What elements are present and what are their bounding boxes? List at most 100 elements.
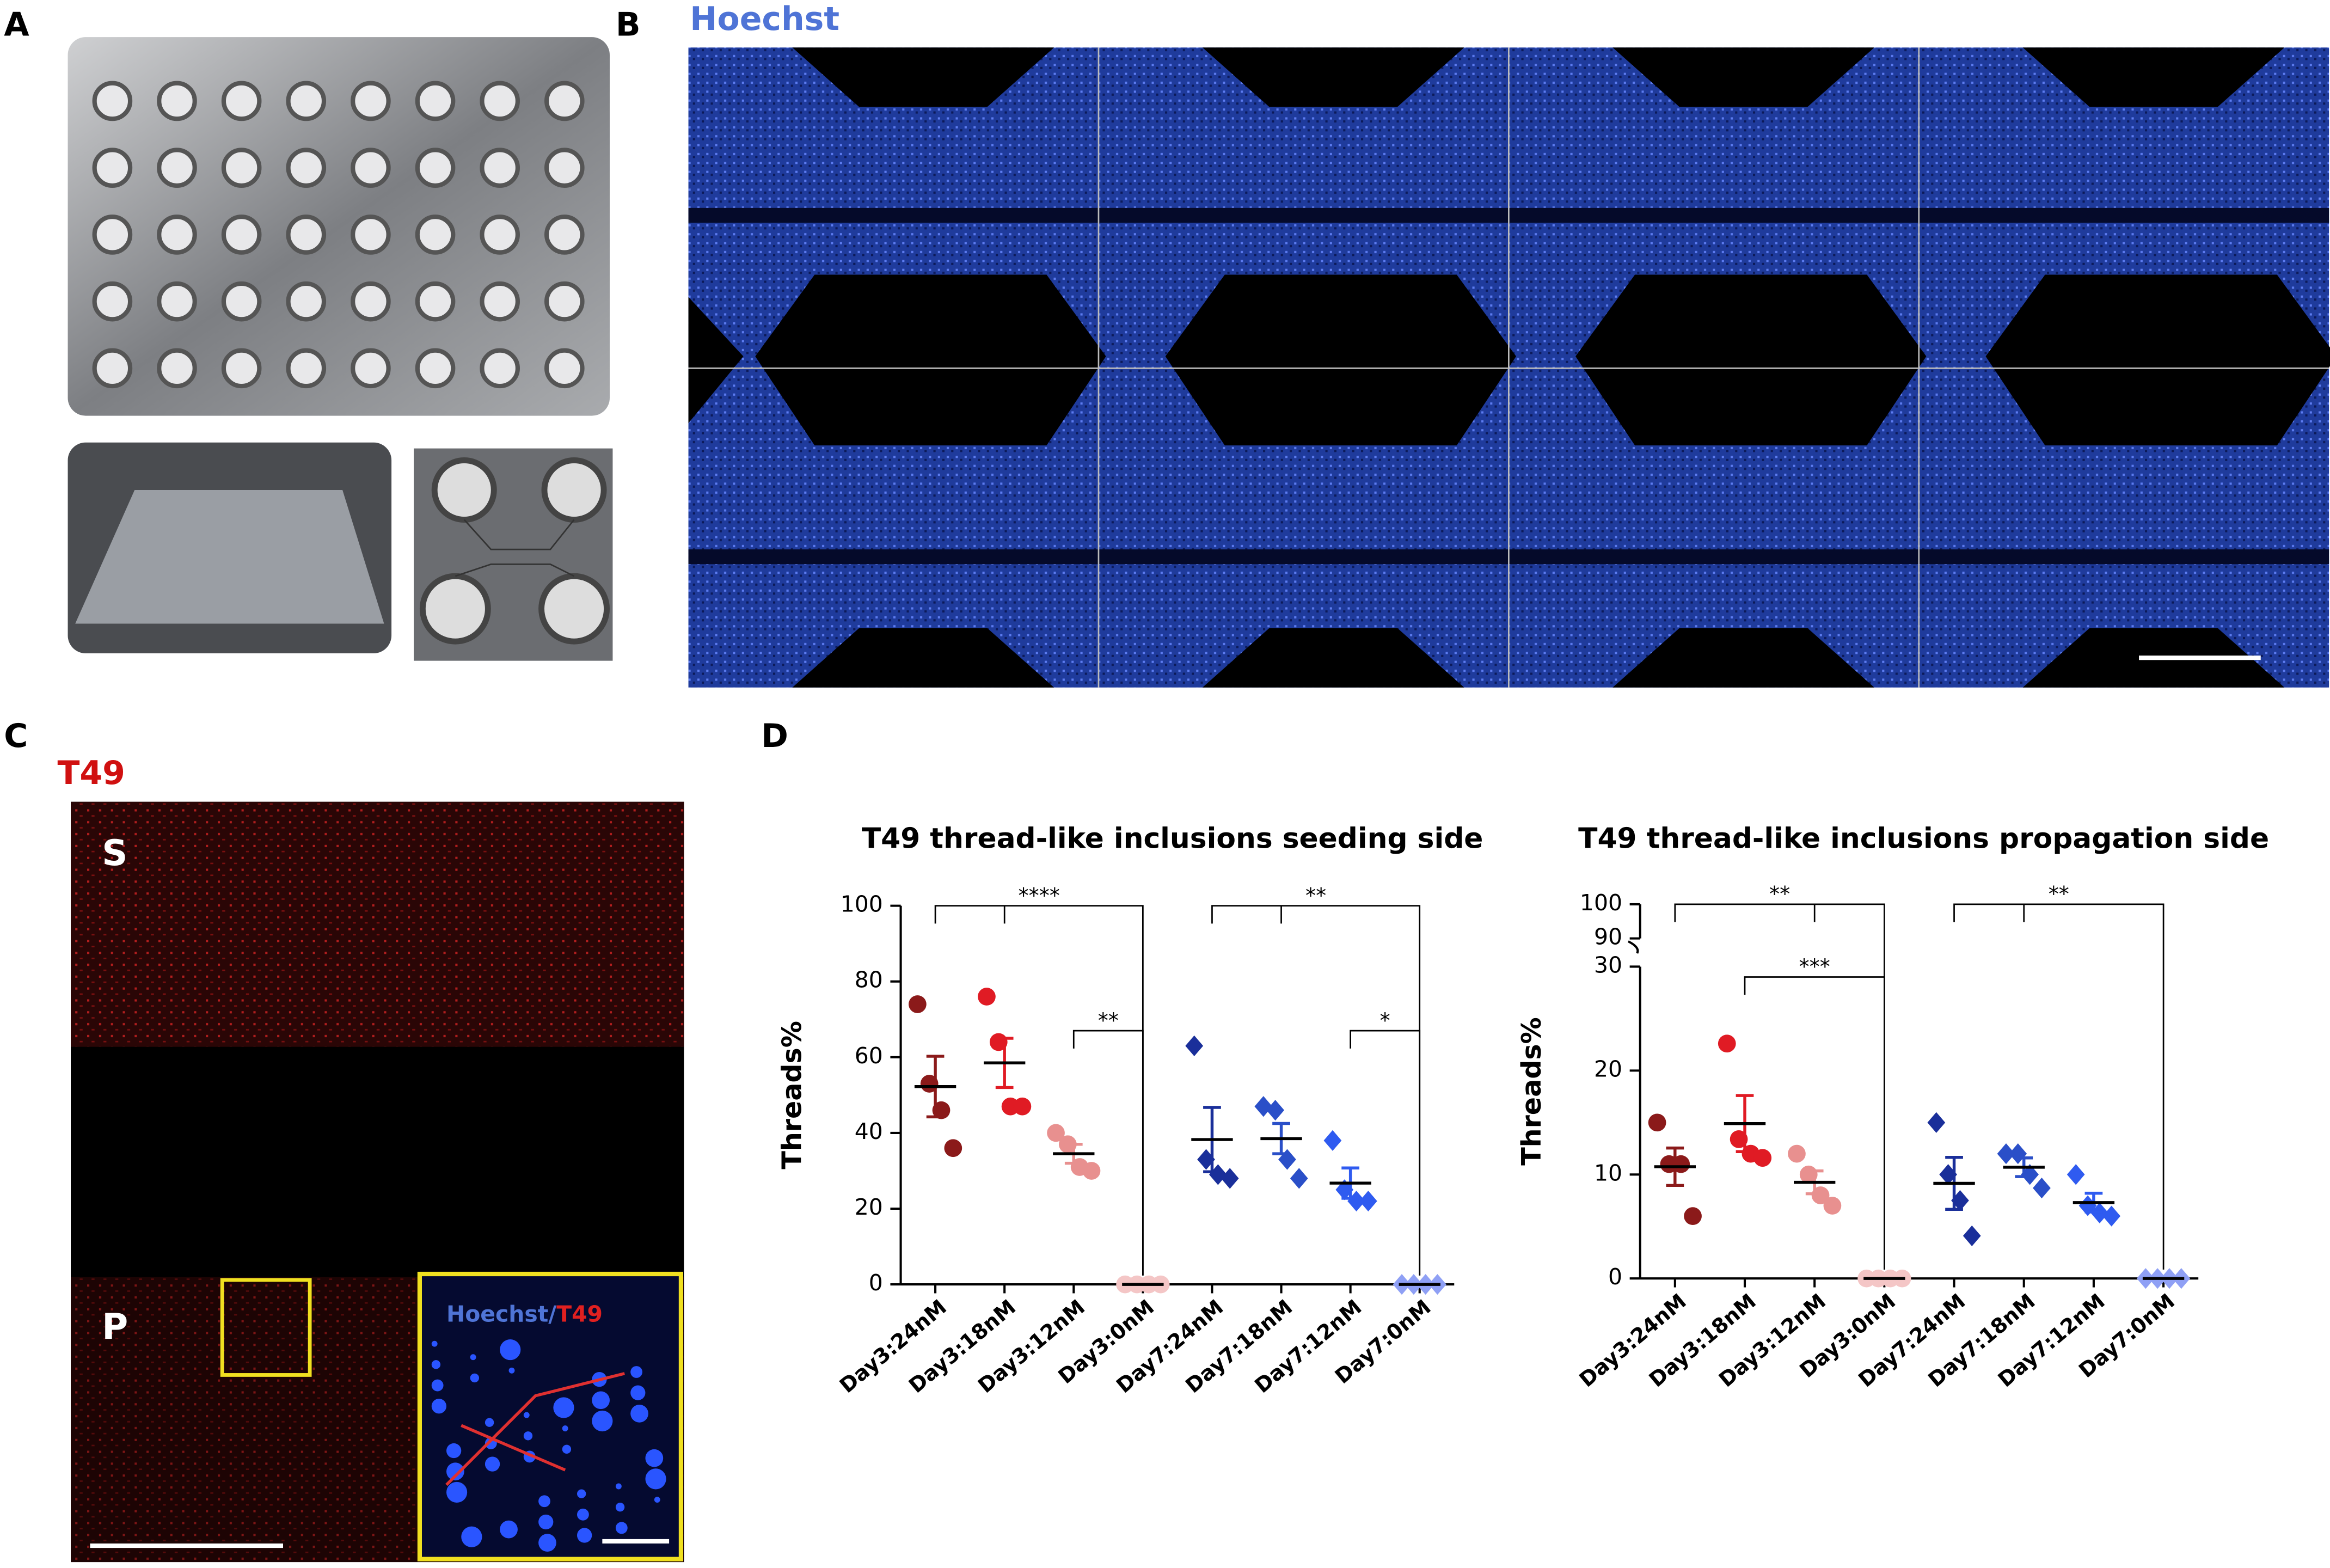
y-tick-label: 20 bbox=[1594, 1056, 1622, 1082]
data-point bbox=[2033, 1178, 2051, 1199]
region-label: S bbox=[102, 832, 127, 874]
nucleus bbox=[592, 1410, 613, 1432]
y-axis-label: Threads% bbox=[1516, 1017, 1547, 1166]
well bbox=[431, 457, 497, 523]
chamber bbox=[1612, 628, 1874, 688]
chamber bbox=[1202, 47, 1464, 107]
well bbox=[286, 148, 327, 188]
well bbox=[92, 215, 133, 255]
data-point bbox=[1221, 1168, 1239, 1189]
significance-bracket bbox=[1072, 1030, 1144, 1276]
channel-gap bbox=[1098, 207, 1509, 223]
well bbox=[221, 81, 262, 121]
well bbox=[480, 281, 520, 322]
chamber bbox=[792, 47, 1054, 107]
well bbox=[286, 281, 327, 322]
nucleus bbox=[431, 1340, 438, 1347]
panel-label: B bbox=[616, 6, 641, 44]
chamber bbox=[755, 274, 1106, 446]
nucleus bbox=[485, 1418, 494, 1427]
nucleus bbox=[577, 1528, 592, 1543]
channel-gap bbox=[1509, 549, 1919, 565]
nucleus bbox=[431, 1360, 441, 1369]
significance-bracket bbox=[1211, 905, 1421, 1276]
data-point bbox=[1290, 1168, 1308, 1189]
well bbox=[541, 457, 607, 523]
well bbox=[351, 281, 391, 322]
well bbox=[92, 148, 133, 188]
nucleus bbox=[645, 1449, 664, 1467]
y-tick-label: 0 bbox=[869, 1270, 883, 1296]
data-point bbox=[944, 1139, 962, 1157]
well bbox=[286, 81, 327, 121]
data-point bbox=[1823, 1197, 1842, 1215]
nucleus bbox=[592, 1391, 610, 1410]
significance-label: **** bbox=[1019, 884, 1060, 908]
well bbox=[538, 573, 610, 645]
y-tick-label: 90 bbox=[1594, 924, 1622, 950]
nucleus bbox=[630, 1405, 648, 1423]
inset-label: Hoechst/T49 bbox=[446, 1301, 603, 1327]
nucleus bbox=[446, 1462, 464, 1481]
micrograph bbox=[688, 47, 2330, 688]
well bbox=[480, 148, 520, 188]
significance-bracket bbox=[934, 905, 1144, 1276]
well bbox=[351, 215, 391, 255]
chart-title: T49 thread-like inclusions seeding side bbox=[862, 823, 1483, 855]
chamber bbox=[1165, 274, 1516, 446]
data-point bbox=[1927, 1112, 1946, 1133]
data-point bbox=[1684, 1207, 1702, 1225]
well bbox=[221, 281, 262, 322]
well bbox=[351, 81, 391, 121]
channel-gap bbox=[1509, 207, 1919, 223]
significance-label: ** bbox=[2049, 883, 2069, 906]
y-tick-label: 20 bbox=[855, 1194, 883, 1220]
stain-label: T49 bbox=[57, 754, 125, 792]
nucleus bbox=[645, 1468, 666, 1490]
nucleus bbox=[446, 1443, 462, 1459]
nucleus bbox=[485, 1456, 500, 1472]
nucleus bbox=[562, 1425, 568, 1432]
well bbox=[544, 348, 585, 389]
y-tick-label: 40 bbox=[855, 1118, 883, 1144]
data-point bbox=[1082, 1162, 1101, 1180]
data-point bbox=[1963, 1225, 1981, 1246]
nucleus bbox=[431, 1399, 446, 1414]
y-tick-label: 10 bbox=[1594, 1160, 1622, 1186]
well bbox=[221, 215, 262, 255]
data-point bbox=[1648, 1113, 1666, 1132]
nucleus bbox=[431, 1379, 444, 1392]
well bbox=[92, 281, 133, 322]
nucleus bbox=[500, 1520, 518, 1539]
nucleus bbox=[562, 1444, 572, 1454]
well bbox=[351, 148, 391, 188]
well bbox=[286, 348, 327, 389]
significance-label: *** bbox=[1799, 955, 1830, 979]
y-axis-label: Threads% bbox=[776, 1021, 808, 1169]
significance-label: ** bbox=[1305, 884, 1326, 908]
data-point bbox=[2078, 1195, 2097, 1216]
y-tick-label: 60 bbox=[855, 1043, 883, 1069]
data-point bbox=[1254, 1096, 1273, 1117]
well bbox=[544, 81, 585, 121]
nucleus bbox=[615, 1483, 622, 1490]
channel bbox=[455, 519, 575, 577]
nucleus bbox=[615, 1503, 625, 1512]
data-point bbox=[1047, 1124, 1065, 1142]
channel-gap bbox=[688, 207, 1099, 223]
channel-gap bbox=[1098, 549, 1509, 565]
nucleus bbox=[538, 1534, 556, 1552]
data-point bbox=[909, 995, 927, 1013]
micrograph: S P Hoechst/T49 bbox=[71, 801, 684, 1563]
well bbox=[157, 148, 197, 188]
y-tick-label: 100 bbox=[1580, 890, 1622, 916]
well bbox=[544, 215, 585, 255]
data-point bbox=[1359, 1191, 1377, 1212]
well bbox=[480, 215, 520, 255]
data-point bbox=[1788, 1144, 1806, 1163]
nucleus bbox=[508, 1367, 515, 1374]
nucleus bbox=[523, 1431, 533, 1441]
well bbox=[221, 348, 262, 389]
nucleus bbox=[523, 1412, 530, 1418]
nucleus bbox=[577, 1489, 586, 1498]
